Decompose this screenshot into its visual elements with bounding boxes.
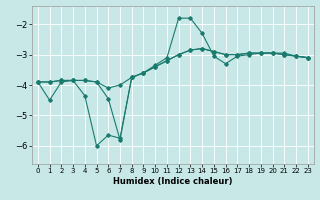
X-axis label: Humidex (Indice chaleur): Humidex (Indice chaleur) (113, 177, 233, 186)
